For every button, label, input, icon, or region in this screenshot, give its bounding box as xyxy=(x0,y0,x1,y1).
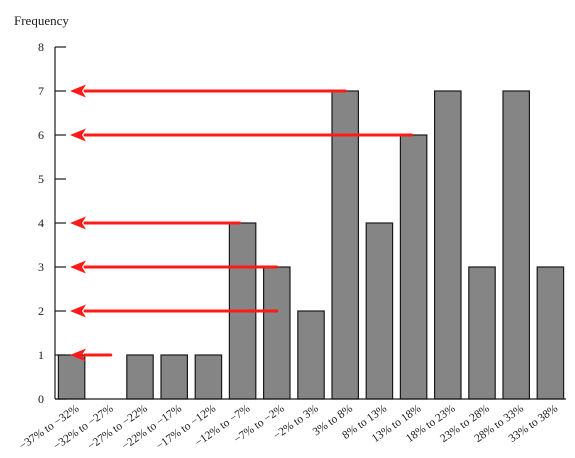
arrow-head-4 xyxy=(70,128,86,142)
arrow-head-1 xyxy=(70,304,86,318)
arrow-head-2 xyxy=(70,260,86,274)
bar-4 xyxy=(194,354,223,400)
bar-10 xyxy=(399,134,428,400)
bar-11 xyxy=(434,90,462,400)
y-tick-label-5: 5 xyxy=(38,172,44,186)
y-tick-label-3: 3 xyxy=(38,260,44,274)
bar-14 xyxy=(536,266,565,400)
y-tick-label-0: 0 xyxy=(38,392,44,406)
bar-12 xyxy=(468,266,496,400)
bar-2 xyxy=(126,354,154,400)
y-tick-group: 0 1 2 3 4 5 6 7 8 xyxy=(38,40,66,406)
bar-9 xyxy=(365,222,394,400)
arrow-head-0 xyxy=(70,348,86,362)
y-tick-label-7: 7 xyxy=(38,84,44,98)
y-tick-label-1: 1 xyxy=(38,348,44,362)
y-tick-label-2: 2 xyxy=(38,304,44,318)
bar-0 xyxy=(57,354,86,400)
x-tick-group: −37% to −32%−32% to −27%−27% to −22%−22%… xyxy=(17,402,560,452)
arrow-head-3 xyxy=(70,216,86,230)
bar-7 xyxy=(297,310,325,400)
y-axis-label: Frequency xyxy=(14,13,69,28)
y-tick-label-8: 8 xyxy=(38,40,44,54)
bar-13 xyxy=(502,90,530,400)
bar-8 xyxy=(331,90,359,400)
bar-6 xyxy=(263,266,291,400)
bar-group xyxy=(57,90,565,400)
annotation-arrows xyxy=(70,84,414,362)
arrow-head-5 xyxy=(70,84,86,98)
y-tick-label-4: 4 xyxy=(38,216,44,230)
bar-3 xyxy=(160,354,188,400)
y-tick-label-6: 6 xyxy=(38,128,44,142)
axes xyxy=(54,47,566,400)
